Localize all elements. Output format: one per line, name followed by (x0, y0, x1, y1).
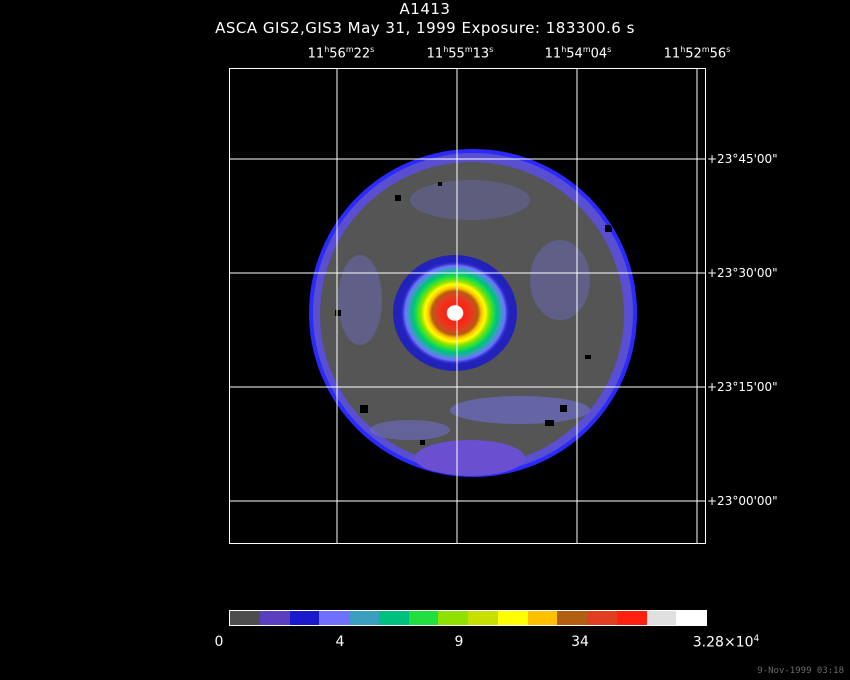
coordinate-grid (229, 68, 706, 544)
image-subtitle: ASCA GIS2,GIS3 May 31, 1999 Exposure: 18… (215, 19, 635, 37)
colorbar-swatch (557, 611, 587, 625)
colorbar-swatch (230, 611, 260, 625)
colorbar-swatch (587, 611, 617, 625)
background-noise (335, 180, 612, 476)
colorbar-swatch (408, 611, 439, 625)
detector-field (309, 149, 637, 477)
colorbar-swatch (378, 611, 409, 625)
colorbar-max-label: 3.28×104 (692, 634, 760, 651)
colorbar-swatch (319, 611, 349, 625)
image-title: A1413 (399, 0, 451, 18)
image-frame (229, 68, 706, 544)
colorbar (229, 610, 707, 626)
colorbar-swatch (646, 611, 677, 625)
colorbar-swatch (289, 611, 320, 625)
colorbar-swatch (497, 611, 528, 625)
colorbar-swatch (349, 611, 379, 625)
dec-label: +23°00'00" (707, 494, 778, 508)
ra-label: 11h55m13s (426, 45, 494, 62)
colorbar-swatch (438, 611, 468, 625)
ra-label: 11h56m22s (307, 45, 375, 62)
dec-label: +23°45'00" (707, 152, 778, 166)
colorbar-tick-label: 34 (571, 634, 589, 650)
ra-label: 11h52m56s (663, 45, 731, 62)
ra-label: 11h54m04s (544, 45, 612, 62)
colorbar-swatch (468, 611, 498, 625)
bottom-blob (415, 440, 525, 476)
dec-label: +23°15'00" (707, 380, 778, 394)
colorbar-tick-label: 4 (335, 634, 345, 650)
colorbar-swatch (259, 611, 290, 625)
colorbar-tick-label: 9 (454, 634, 464, 650)
cluster-core (400, 261, 510, 365)
dec-label: +23°30'00" (707, 266, 778, 280)
timestamp-footer: 9-Nov-1999 03:18 (757, 666, 844, 676)
colorbar-swatch (616, 611, 647, 625)
colorbar-swatch (676, 611, 706, 625)
colorbar-swatch (527, 611, 558, 625)
colorbar-tick-label: 0 (214, 634, 224, 650)
